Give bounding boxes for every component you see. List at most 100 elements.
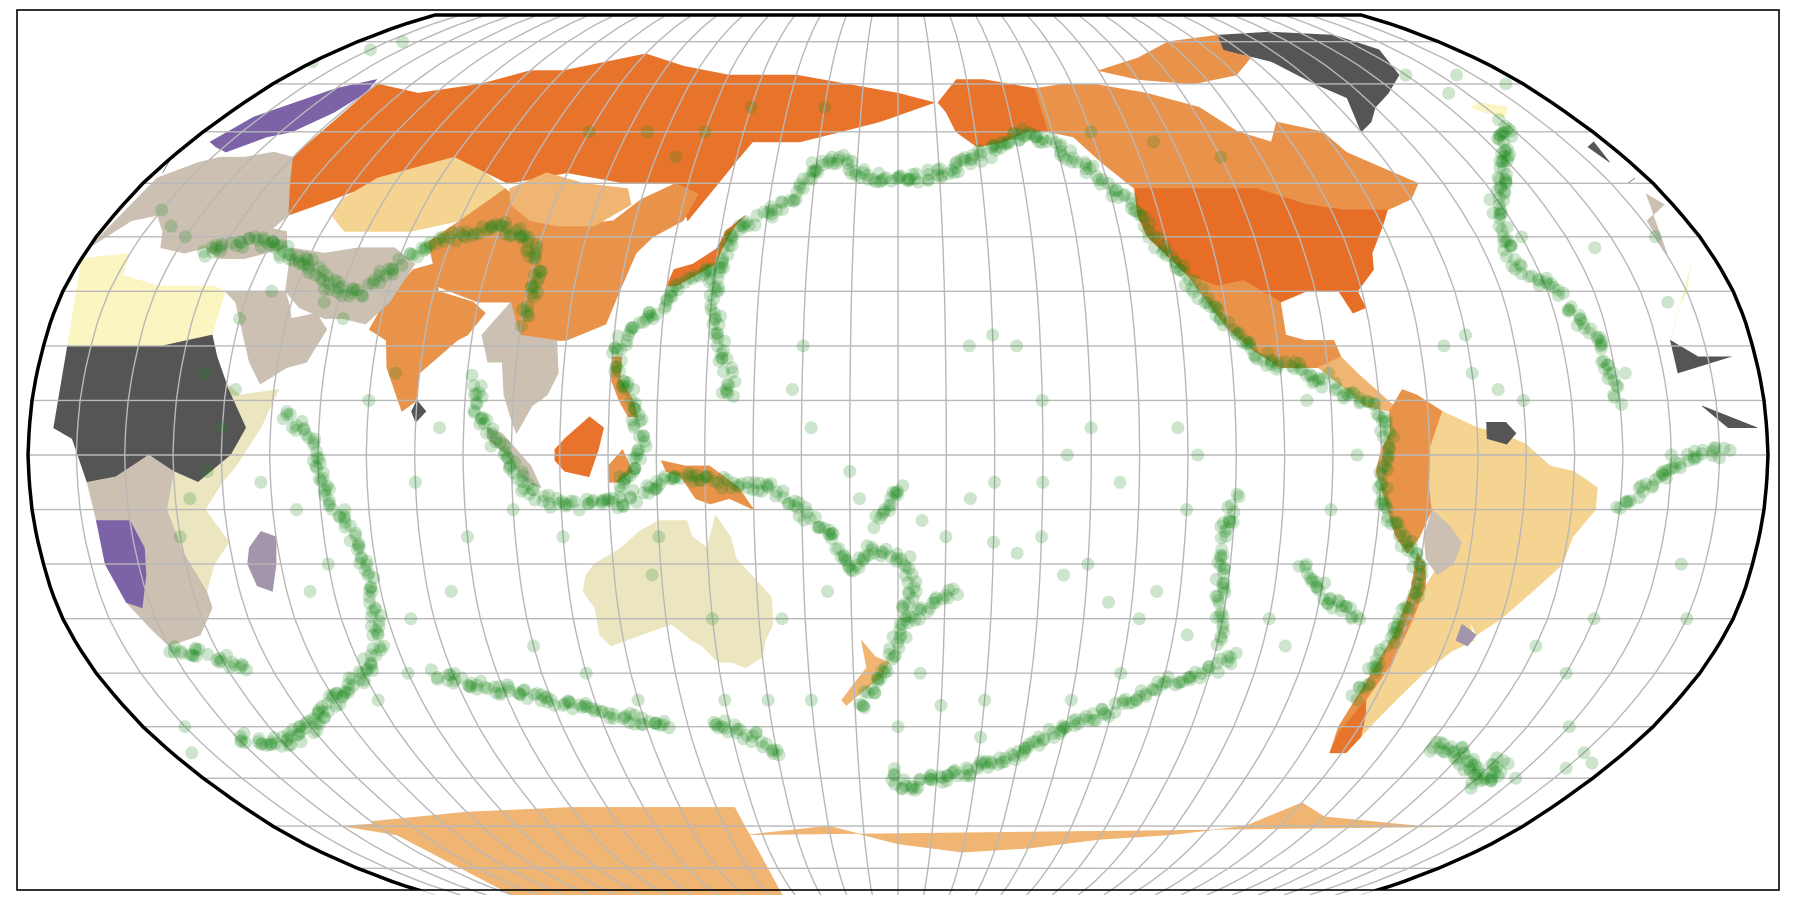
- earthquake-point: [1090, 169, 1104, 183]
- earthquake-point: [1595, 355, 1609, 369]
- earthquake-point: [832, 541, 846, 555]
- earthquake-point: [1057, 568, 1070, 582]
- earthquake-point: [749, 725, 763, 739]
- earthquake-point: [754, 735, 768, 749]
- earthquake-point: [886, 630, 900, 644]
- earthquake-point: [1373, 656, 1387, 670]
- earthquake-point: [1394, 539, 1408, 553]
- earthquake-point: [634, 717, 648, 731]
- earthquake-point: [558, 697, 572, 710]
- earthquake-point: [987, 535, 1000, 549]
- earthquake-point: [868, 686, 882, 700]
- earthquake-point: [1054, 138, 1068, 152]
- earthquake-point: [913, 773, 927, 787]
- earthquake-point: [669, 469, 682, 483]
- earthquake-point: [354, 551, 368, 565]
- earthquake-point: [1079, 158, 1093, 172]
- earthquake-point: [775, 196, 789, 209]
- earthquake-point: [277, 244, 291, 258]
- earthquake-point: [729, 726, 743, 740]
- earthquake-point: [715, 481, 729, 495]
- earthquake-point: [721, 377, 734, 391]
- earthquake-point: [475, 390, 489, 404]
- earthquake-point: [707, 292, 721, 306]
- earthquake-point: [1193, 671, 1207, 685]
- earthquake-point: [1594, 339, 1608, 353]
- earthquake-point: [710, 327, 724, 341]
- earthquake-point: [1278, 639, 1292, 653]
- earthquake-point: [373, 640, 387, 654]
- earthquake-point: [642, 486, 656, 500]
- earthquake-point: [985, 141, 999, 154]
- earthquake-point: [699, 470, 713, 484]
- earthquake-point: [924, 768, 938, 782]
- earthquake-point: [1109, 183, 1123, 197]
- earthquake-point: [1478, 771, 1492, 785]
- earthquake-point: [1366, 660, 1380, 674]
- earthquake-point: [717, 470, 730, 484]
- earthquake-point: [731, 478, 745, 492]
- earthquake-point: [535, 688, 549, 702]
- earthquake-point: [1395, 602, 1409, 616]
- earthquake-point: [1158, 675, 1172, 689]
- earthquake-point: [1284, 359, 1298, 373]
- earthquake-point: [562, 695, 576, 709]
- earthquake-point: [297, 423, 311, 437]
- earthquake-point: [293, 254, 307, 268]
- earthquake-point: [783, 194, 797, 208]
- earthquake-point: [811, 521, 825, 535]
- earthquake-point: [623, 324, 637, 338]
- earthquake-point: [1595, 337, 1609, 351]
- earthquake-point: [1160, 248, 1174, 262]
- earthquake-point: [256, 737, 269, 751]
- earthquake-point: [1036, 475, 1050, 489]
- earthquake-point: [935, 168, 949, 182]
- earthquake-point: [292, 720, 306, 734]
- earthquake-point: [337, 511, 351, 525]
- earthquake-point: [627, 383, 641, 396]
- earthquake-point: [1409, 546, 1423, 560]
- earthquake-point: [1210, 656, 1224, 670]
- earthquake-point: [481, 682, 495, 696]
- earthquake-point: [1611, 380, 1625, 394]
- earthquake-point: [254, 240, 268, 254]
- earthquake-point: [931, 163, 944, 177]
- earthquake-point: [389, 366, 403, 380]
- earthquake-point: [1209, 572, 1223, 586]
- earthquake-point: [1498, 185, 1512, 199]
- earthquake-point: [349, 529, 362, 543]
- earthquake-point: [892, 171, 906, 185]
- earthquake-point: [731, 480, 745, 494]
- earthquake-point: [718, 334, 732, 348]
- earthquake-point: [357, 676, 371, 690]
- earthquake-point: [467, 404, 481, 418]
- earthquake-point: [873, 511, 887, 525]
- earthquake-point: [808, 510, 822, 524]
- earthquake-point: [446, 676, 460, 690]
- earthquake-point: [853, 492, 866, 506]
- earthquake-point: [894, 552, 908, 566]
- earthquake-point: [735, 477, 749, 491]
- earthquake-point: [1053, 726, 1067, 740]
- earthquake-point: [1491, 383, 1505, 396]
- earthquake-point: [229, 383, 242, 396]
- map-outline-layer: [26, 13, 1770, 890]
- earthquake-point: [286, 420, 299, 434]
- earthquake-point: [1525, 269, 1539, 283]
- earthquake-point: [1012, 133, 1026, 147]
- earthquake-point: [515, 465, 529, 479]
- earthquake-point: [516, 469, 530, 483]
- earthquake-point: [1171, 421, 1185, 435]
- earthquake-point: [617, 473, 631, 487]
- earthquake-point: [520, 304, 534, 318]
- earthquake-point: [430, 671, 444, 684]
- earthquake-point: [1300, 393, 1314, 407]
- earthquake-point: [1394, 524, 1408, 538]
- earthquake-point: [540, 690, 554, 704]
- earthquake-point: [429, 236, 443, 250]
- earthquake-point: [1391, 618, 1405, 632]
- earthquake-point: [335, 280, 349, 294]
- earthquake-point: [365, 610, 378, 624]
- earthquake-point: [1221, 654, 1235, 668]
- earthquake-point: [928, 592, 942, 606]
